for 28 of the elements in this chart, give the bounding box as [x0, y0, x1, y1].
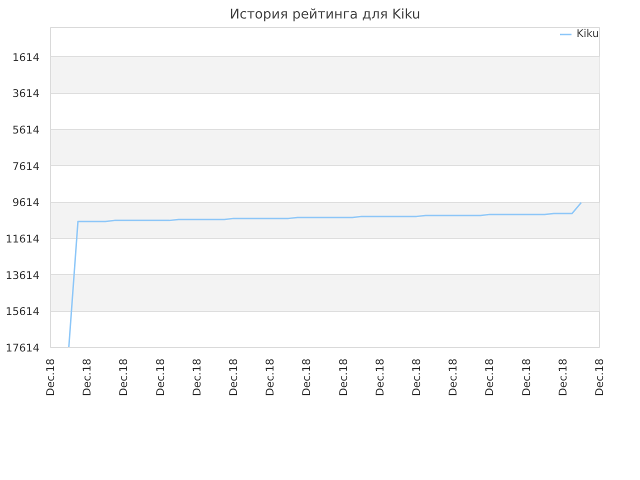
x-tick-label: Dec.18: [117, 358, 130, 396]
y-tick-label: 5614: [12, 123, 40, 136]
x-tick-label: Dec.18: [483, 358, 496, 396]
x-tick-label: Dec.18: [190, 358, 204, 396]
x-tick-label: Dec.18: [264, 358, 277, 396]
x-tick-label: Dec.18: [593, 358, 606, 396]
chart-title: История рейтинга для Kiku: [230, 8, 420, 22]
y-tick-label: 13614: [6, 268, 40, 282]
x-tick-label: Dec.18: [446, 358, 460, 396]
x-tick-label: Dec.18: [556, 358, 570, 396]
y-tick-label: 11614: [6, 232, 40, 246]
x-tick-label: Dec.18: [336, 358, 350, 396]
x-tick-label: Dec.18: [300, 358, 314, 396]
x-tick-label: Dec.18: [154, 358, 167, 396]
x-tick-label: Dec.18: [373, 358, 386, 396]
legend-label: Kiku: [576, 27, 599, 40]
y-tick-label: 15614: [6, 305, 40, 318]
x-tick-label: Dec.18: [410, 358, 423, 396]
line-series: [68, 202, 582, 348]
x-tick-label: Dec.18: [80, 358, 94, 396]
x-tick-label: Dec.18: [520, 358, 533, 396]
x-tick-label: Dec.18: [227, 358, 240, 396]
y-tick-label: 3614: [12, 87, 40, 100]
x-tick-label: Dec.18: [44, 358, 57, 396]
y-tick-label: 17614: [6, 342, 40, 354]
y-tick-label: 9614: [12, 196, 40, 210]
y-tick-label: 1614: [12, 50, 40, 64]
y-tick-label: 7614: [12, 160, 40, 173]
